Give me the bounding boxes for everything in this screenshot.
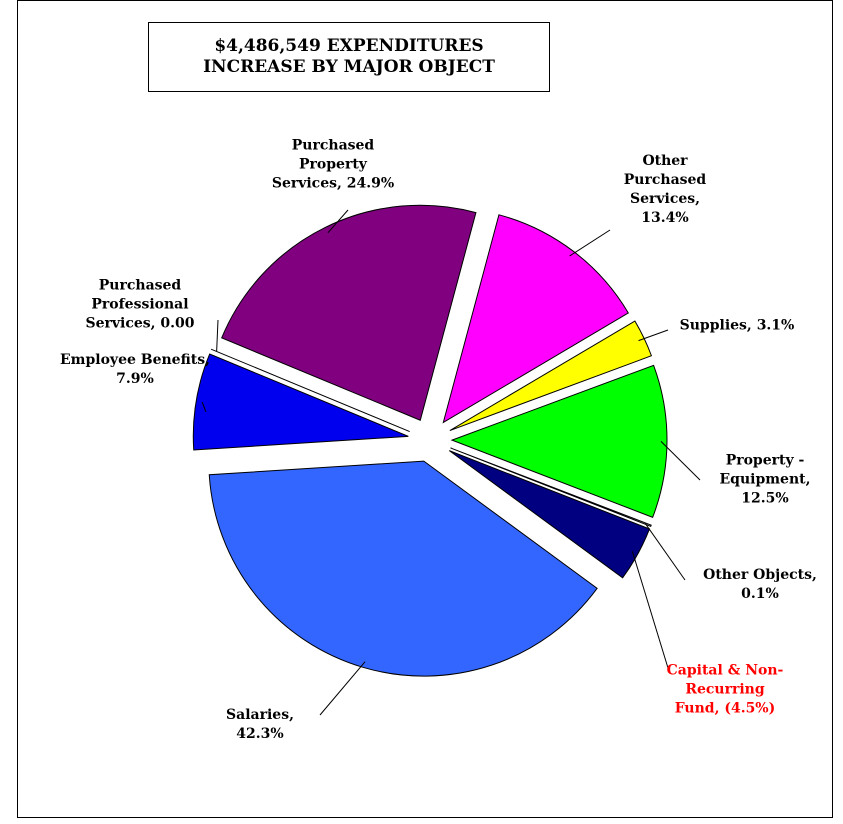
slice-category: Salaries,	[226, 707, 294, 723]
leader-line	[638, 329, 669, 342]
chart-title: $4,486,549 EXPENDITURES INCREASE BY MAJO…	[148, 22, 550, 92]
leader-line	[216, 319, 219, 352]
slice-value: (4.5%)	[724, 700, 776, 717]
slice-category: Purchased Professional Services,	[85, 277, 189, 332]
leader-line	[644, 523, 686, 581]
slice-label: Salaries, 42.3%	[205, 706, 315, 744]
slice-value: 0.00	[160, 315, 195, 332]
title-line: $4,486,549 EXPENDITURES	[214, 36, 484, 56]
slice-value: 13.4%	[641, 210, 689, 226]
slice-category: Other Objects,	[703, 567, 817, 583]
pie-slice	[450, 447, 652, 527]
pie-slice	[221, 204, 477, 421]
slice-value: 42.3%	[236, 726, 284, 742]
slice-category: Supplies,	[679, 317, 752, 334]
chart-frame	[17, 0, 833, 818]
leader-line	[660, 441, 701, 481]
slice-label: Purchased Professional Services, 0.00	[60, 277, 220, 334]
pie-slice	[442, 214, 630, 424]
slice-label: Capital & Non-Recurring Fund, (4.5%)	[665, 662, 785, 719]
pie-slice	[192, 353, 409, 451]
pie-slice	[449, 320, 653, 432]
slice-label: Property - Equipment, 12.5%	[710, 452, 820, 509]
slice-label: Purchased Property Services, 24.9%	[268, 137, 398, 194]
slice-label: Employee Benefits, 7.9%	[55, 351, 215, 389]
pie-slice	[450, 364, 668, 518]
leader-line	[569, 229, 611, 257]
slice-value: 12.5%	[741, 490, 789, 507]
slice-category: Purchased Property Services,	[271, 137, 375, 192]
title-line: INCREASE BY MAJOR OBJECT	[203, 57, 495, 77]
slice-value: 7.9%	[116, 371, 154, 387]
leader-line	[201, 401, 207, 413]
leader-line	[631, 551, 669, 669]
slice-label: Other Purchased Services, 13.4%	[605, 152, 725, 228]
slice-value: 3.1%	[756, 317, 795, 334]
slice-label: Supplies, 3.1%	[667, 317, 807, 336]
slice-category: Employee Benefits,	[60, 352, 210, 368]
slice-value: 0.1%	[741, 586, 779, 602]
slice-category: Capital & Non-Recurring Fund,	[666, 662, 784, 717]
pie-slice	[448, 450, 651, 579]
slice-label: Other Objects, 0.1%	[685, 566, 835, 604]
slice-category: Property - Equipment,	[719, 452, 811, 488]
pie-slice	[208, 460, 598, 677]
leader-line	[327, 209, 349, 234]
slice-value: 24.9%	[346, 175, 395, 192]
leader-line	[319, 661, 366, 716]
slice-category: Other Purchased Services,	[623, 153, 707, 207]
